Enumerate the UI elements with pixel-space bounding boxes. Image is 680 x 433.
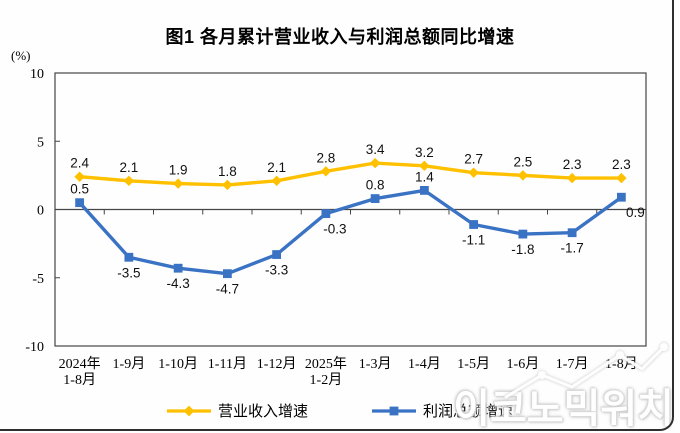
marker-square-icon	[124, 252, 134, 262]
data-label: -4.3	[166, 276, 189, 291]
data-label: -0.3	[323, 222, 346, 237]
marker-diamond-icon	[566, 172, 578, 184]
data-label: -4.7	[216, 282, 239, 297]
x-tick-label: 2025年 1-2月	[305, 356, 347, 388]
data-label: 0.9	[626, 205, 645, 220]
x-axis-ticks	[103, 209, 598, 215]
legend-label-profit: 利润总额增速	[423, 404, 514, 420]
legend-label-revenue: 营业收入增速	[217, 404, 308, 420]
x-tick-label: 1-11月	[208, 356, 247, 372]
y-tick-label: 10	[30, 67, 44, 82]
profit-legend-marker-icon	[372, 406, 416, 415]
y-tick-label: -10	[25, 340, 44, 355]
series-profit: 0.5 -3.5 -4.3 -4.7 -3.3 -0.3 0.8 1.4 -1.1 -1.8 -1.…	[70, 169, 645, 296]
marker-diamond-icon	[172, 178, 184, 189]
data-label: 0.5	[70, 182, 89, 197]
marker-diamond-icon	[123, 175, 135, 187]
data-label: 2.7	[464, 152, 483, 167]
legend: 营业收入增速 利润总额增速	[0, 400, 680, 421]
x-tick-label: 2024年 1-8月	[59, 356, 101, 388]
data-label: 2.3	[563, 157, 582, 172]
x-tick-label: 1-9月	[113, 356, 146, 372]
series-line	[79, 161, 622, 187]
y-axis: 10 5 0 -5 -10	[25, 67, 60, 355]
y-tick-label: 5	[37, 135, 44, 150]
revenue-legend-marker-icon	[166, 405, 211, 416]
data-label: -1.7	[560, 241, 583, 256]
x-axis-labels: 2024年 1-8月 1-9月 1-10月 1-11月 1-12月 2025年 1-2月 1-3…	[59, 356, 638, 388]
marker-square-icon	[370, 194, 380, 203]
y-tick-label: -5	[32, 272, 44, 287]
x-tick-label: 1-7月	[556, 356, 589, 372]
x-tick-label: 1-4月	[408, 356, 441, 372]
data-label: 2.3	[612, 157, 631, 172]
marker-square-icon	[518, 229, 528, 239]
x-tick-label: 1-10月	[158, 356, 198, 372]
data-label: -1.1	[462, 233, 485, 248]
legend-item-revenue: 营业收入增速	[166, 400, 308, 421]
data-label: -1.8	[511, 242, 534, 257]
y-axis-unit-label: (%)	[11, 48, 31, 63]
marker-square-icon	[567, 228, 577, 238]
data-label: -3.5	[117, 265, 140, 280]
data-label: 0.8	[366, 178, 385, 193]
series-revenue: 2.4 2.1 1.9 1.8 2.1 2.8 3.4 3.2 2.7 2.5 2.3 2.3	[70, 142, 631, 191]
marker-diamond-icon	[271, 175, 282, 187]
data-label: 1.4	[415, 169, 434, 184]
marker-diamond-icon	[468, 167, 479, 178]
data-label: 1.9	[169, 163, 188, 178]
data-label: -3.3	[265, 263, 288, 278]
marker-diamond-icon	[517, 170, 529, 181]
legend-item-profit: 利润总额增速	[372, 400, 513, 421]
x-tick-label: 1-6月	[507, 356, 540, 372]
marker-diamond-icon	[74, 171, 85, 182]
chart-title: 图1 各月累计营业收入与利润总额同比增速	[165, 27, 515, 47]
marker-diamond-icon	[369, 157, 381, 169]
data-label: 2.1	[119, 160, 138, 175]
marker-square-icon	[272, 250, 282, 259]
marker-diamond-icon	[616, 172, 627, 184]
marker-diamond-icon	[419, 160, 430, 172]
x-tick-label: 1-5月	[457, 356, 490, 372]
marker-square-icon	[222, 269, 232, 279]
marker-diamond-icon	[222, 179, 233, 191]
marker-square-icon	[469, 220, 479, 229]
marker-diamond-icon	[320, 166, 332, 177]
data-label: 1.8	[218, 164, 237, 179]
x-tick-label: 1-12月	[257, 356, 297, 372]
data-label: 2.5	[513, 154, 532, 169]
marker-square-icon	[173, 263, 183, 273]
marker-square-icon	[419, 185, 429, 195]
marker-square-icon	[75, 198, 85, 208]
data-label: 3.2	[415, 145, 434, 160]
data-label: 3.4	[366, 142, 385, 157]
x-tick-label: 1-3月	[359, 356, 392, 372]
marker-square-icon	[321, 209, 331, 218]
series-line	[78, 188, 623, 276]
y-tick-label: 0	[37, 204, 44, 219]
data-label: 2.1	[267, 160, 286, 175]
data-label: 2.8	[316, 150, 335, 165]
x-tick-label: 1-8月	[605, 356, 638, 372]
data-label: 2.4	[70, 156, 89, 171]
marker-square-icon	[616, 192, 626, 202]
